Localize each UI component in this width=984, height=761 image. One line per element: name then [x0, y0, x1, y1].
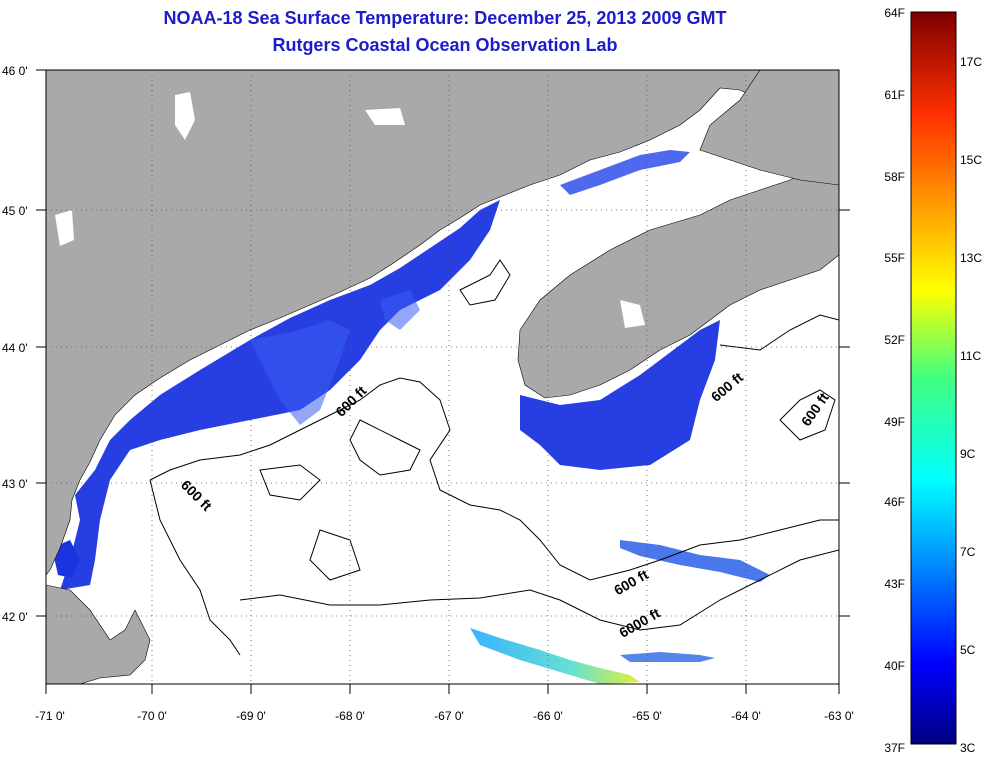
colorbar-label-f: 52F: [884, 333, 905, 347]
colorbar-label-f: 58F: [884, 170, 905, 184]
land-new-england: [46, 70, 839, 576]
sst-southern-streak: [620, 652, 715, 662]
sst-fundy-fringe: [560, 150, 690, 195]
colorbar-label-f: 49F: [884, 415, 905, 429]
colorbar-label-c: 5C: [960, 643, 976, 657]
lat-label: 45 0': [2, 204, 28, 218]
colorbar-label-c: 17C: [960, 55, 982, 69]
colorbar-label-f: 37F: [884, 741, 905, 755]
land-nova-scotia: [517, 149, 839, 399]
lon-label: -65 0': [632, 709, 662, 723]
map-subtitle: Rutgers Coastal Ocean Observation Lab: [272, 35, 618, 55]
colorbar-label-c: 7C: [960, 545, 976, 559]
lon-label: -63 0': [824, 709, 854, 723]
colorbar-label-f: 55F: [884, 251, 905, 265]
sst-streaks: [250, 290, 420, 425]
sst-southern-patch: [470, 628, 640, 684]
colorbar-fahrenheit: 64F 61F 58F 55F 52F 49F 46F 43F 40F 37F: [884, 6, 905, 755]
axis-ticks: [36, 69, 850, 694]
lon-label: -69 0': [236, 709, 266, 723]
map-title: NOAA-18 Sea Surface Temperature: Decembe…: [163, 8, 727, 28]
colorbar-label-f: 61F: [884, 88, 905, 102]
lat-label: 44 0': [2, 341, 28, 355]
lon-label: -71 0': [35, 709, 65, 723]
colorbar-label-c: 9C: [960, 447, 976, 461]
colorbar: [910, 11, 957, 745]
lon-label: -66 0': [533, 709, 563, 723]
colorbar-label-f: 46F: [884, 495, 905, 509]
sst-nova-scotia-band: [520, 320, 720, 470]
land-cape-cod: [46, 584, 151, 684]
lat-label: 46 0': [2, 64, 28, 78]
lon-label: -68 0': [335, 709, 365, 723]
graticule: [46, 70, 839, 684]
land-upper-right: [699, 70, 839, 186]
colorbar-label-f: 43F: [884, 577, 905, 591]
sst-shelf-streak: [620, 540, 770, 582]
lon-label: -64 0': [731, 709, 761, 723]
lat-label: 43 0': [2, 477, 28, 491]
lon-label: -67 0': [434, 709, 464, 723]
colorbar-label-c: 15C: [960, 153, 982, 167]
colorbar-label-c: 13C: [960, 251, 982, 265]
colorbar-celsius: 17C 15C 13C 11C 9C 7C 5C 3C: [960, 55, 982, 755]
colorbar-label-f: 40F: [884, 659, 905, 673]
colorbar-label-c: 11C: [960, 349, 981, 363]
lon-label: -70 0': [137, 709, 167, 723]
lat-label: 42 0': [2, 610, 28, 624]
colorbar-label-f: 64F: [884, 6, 905, 20]
bathymetry-contours: [149, 259, 839, 656]
colorbar-label-c: 3C: [960, 741, 976, 755]
plot-frame: [45, 69, 840, 685]
